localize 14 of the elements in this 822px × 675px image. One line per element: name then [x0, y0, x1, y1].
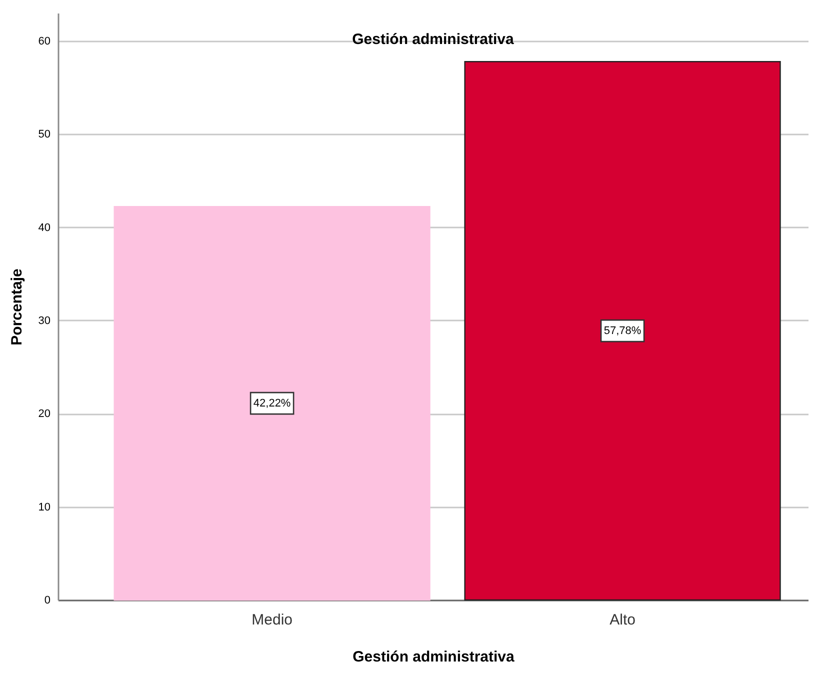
- y-axis-title: Porcentaje: [8, 268, 26, 346]
- y-tick-label: 0: [44, 594, 50, 606]
- x-tick-label: Alto: [610, 612, 636, 628]
- x-tick-label: Medio: [252, 612, 292, 628]
- y-tick-label: 20: [38, 408, 50, 420]
- y-tick-label: 30: [38, 314, 50, 327]
- y-tick-label: 50: [38, 128, 50, 141]
- text: Gestión administrativa: [352, 31, 515, 48]
- data-label: 42,22%: [253, 397, 291, 410]
- y-tick-label: 60: [38, 35, 50, 48]
- y-tick-label: 10: [38, 501, 50, 514]
- data-label: 57,78%: [604, 324, 642, 337]
- x-axis-title: Gestión administrativa: [352, 648, 516, 666]
- y-tick-label: 40: [38, 222, 50, 234]
